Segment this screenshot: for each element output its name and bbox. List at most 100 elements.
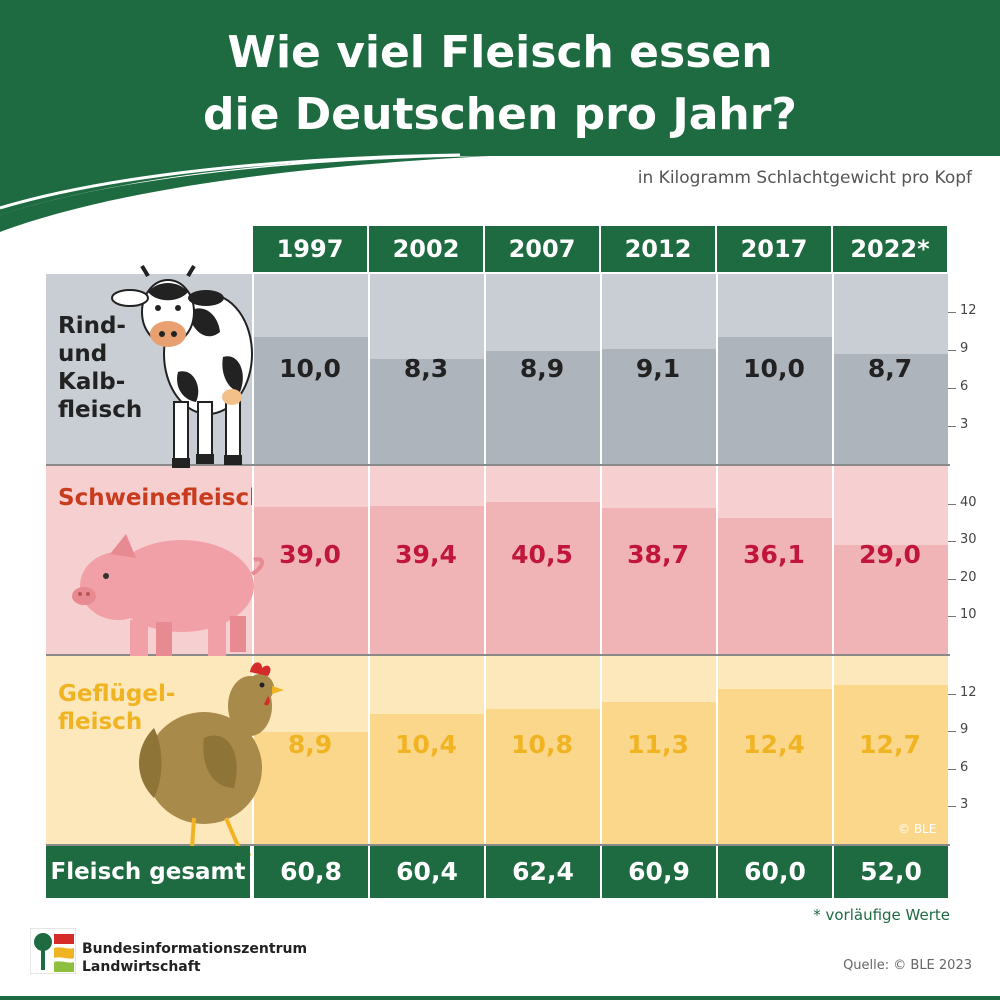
tick-label: 30 bbox=[960, 532, 977, 548]
panel-pork: Schweinefleisch 39,0 39,4 40,5 38,7 36,1 29,0 bbox=[46, 466, 950, 656]
org-name-line-1: Bundesinformationszentrum bbox=[82, 941, 308, 957]
tick-mark bbox=[948, 541, 956, 543]
tick-mark bbox=[948, 693, 956, 695]
bar-pork-3 bbox=[600, 508, 716, 654]
tick-label: 12 bbox=[960, 684, 977, 700]
panel-divider bbox=[46, 654, 950, 656]
bar-beef-3 bbox=[600, 348, 716, 464]
panel-divider bbox=[46, 464, 950, 466]
tick-mark bbox=[948, 503, 956, 505]
panel-label-line: Schweinefleisch bbox=[58, 485, 266, 511]
org-logo-block: Bundesinformationszentrum Landwirtschaft bbox=[29, 927, 307, 978]
total-value-2: 62,4 bbox=[486, 846, 600, 898]
tick-mark bbox=[948, 806, 956, 808]
tick-label: 20 bbox=[960, 569, 977, 585]
title-line-1: Wie viel Fleisch essen bbox=[227, 27, 773, 78]
bar-poultry-2 bbox=[484, 708, 600, 844]
chart-subtitle: in Kilogramm Schlachtgewicht pro Kopf bbox=[637, 168, 972, 188]
tick-label: 3 bbox=[960, 417, 969, 432]
bar-poultry-3 bbox=[600, 702, 716, 844]
total-value-5: 52,0 bbox=[834, 846, 948, 898]
panel-label-line: Geflügel- bbox=[58, 681, 176, 707]
value-label-poultry-4: 12,4 bbox=[743, 730, 805, 759]
org-logo-icon bbox=[29, 927, 77, 975]
value-label-beef-0: 10,0 bbox=[279, 354, 341, 383]
value-label-poultry-1: 10,4 bbox=[395, 730, 457, 759]
total-row: Fleisch gesamt 60,8 60,4 62,4 60,9 60,0 52,0 bbox=[46, 846, 950, 898]
value-label-poultry-5: 12,7 bbox=[859, 730, 921, 759]
value-label-pork-2: 40,5 bbox=[511, 540, 573, 569]
bar-poultry-5 bbox=[832, 684, 948, 844]
bar-beef-5 bbox=[832, 353, 948, 464]
value-label-beef-1: 8,3 bbox=[403, 354, 449, 383]
bar-beef-1 bbox=[368, 358, 484, 464]
tick-label: 12 bbox=[960, 303, 977, 318]
year-header-4: 2017 bbox=[717, 226, 831, 272]
footnote: * vorläufige Werte bbox=[813, 906, 950, 924]
bottom-border bbox=[0, 996, 1000, 1000]
panel-label-line: und bbox=[58, 341, 108, 367]
value-label-beef-3: 9,1 bbox=[635, 354, 681, 383]
value-label-pork-5: 29,0 bbox=[859, 540, 921, 569]
copyright-mark: © BLE bbox=[898, 822, 937, 836]
panel-label-poultry: Geflügel-fleisch bbox=[58, 680, 175, 736]
tick-mark bbox=[948, 731, 956, 733]
bar-beef-4 bbox=[716, 337, 832, 464]
source-note: Quelle: © BLE 2023 bbox=[843, 958, 972, 973]
panel-label-beef: Rind-und Kalb-fleisch bbox=[58, 312, 142, 424]
tick-label: 10 bbox=[960, 607, 977, 623]
panel-label-pork: Schweinefleisch bbox=[58, 484, 266, 512]
axis-beef: 3 6 9 12 bbox=[948, 274, 990, 464]
total-value-0: 60,8 bbox=[254, 846, 368, 898]
total-value-1: 60,4 bbox=[370, 846, 484, 898]
tick-mark bbox=[948, 388, 956, 389]
bar-pork-0 bbox=[252, 507, 368, 654]
panel-label-line: Rind- bbox=[58, 313, 126, 339]
chart-title: Wie viel Fleisch essen die Deutschen pro… bbox=[0, 22, 1000, 146]
org-name-line-2: Landwirtschaft bbox=[82, 959, 201, 975]
axis-pork: 10 20 30 40 bbox=[948, 466, 990, 654]
bar-poultry-1 bbox=[368, 713, 484, 844]
year-header-row: 1997 2002 2007 2012 2017 2022* bbox=[252, 226, 950, 272]
year-header-1: 2002 bbox=[369, 226, 483, 272]
cow-icon bbox=[111, 264, 253, 468]
total-value-4: 60,0 bbox=[718, 846, 832, 898]
panel-label-line: Kalb- bbox=[58, 369, 126, 395]
year-header-3: 2012 bbox=[601, 226, 715, 272]
bar-beef-2 bbox=[484, 351, 600, 464]
chicken-icon bbox=[139, 662, 284, 860]
value-label-beef-5: 8,7 bbox=[867, 354, 913, 383]
value-label-pork-3: 38,7 bbox=[627, 540, 689, 569]
total-value-3: 60,9 bbox=[602, 846, 716, 898]
value-label-beef-2: 8,9 bbox=[519, 354, 565, 383]
value-label-pork-1: 39,4 bbox=[395, 540, 457, 569]
tick-label: 3 bbox=[960, 797, 969, 813]
tick-mark bbox=[948, 312, 956, 313]
title-line-2: die Deutschen pro Jahr? bbox=[203, 89, 797, 140]
axis-poultry: 3 6 9 12 bbox=[948, 656, 990, 844]
tick-label: 6 bbox=[960, 379, 969, 394]
bar-pork-1 bbox=[368, 505, 484, 654]
panel-label-line: fleisch bbox=[58, 709, 143, 735]
bar-pork-2 bbox=[484, 501, 600, 654]
year-header-2: 2007 bbox=[485, 226, 599, 272]
total-label: Fleisch gesamt bbox=[46, 846, 250, 898]
year-header-0: 1997 bbox=[253, 226, 367, 272]
tick-mark bbox=[948, 768, 956, 770]
bar-pork-5 bbox=[832, 544, 948, 654]
panel-label-line: fleisch bbox=[58, 397, 143, 423]
tick-label: 9 bbox=[960, 341, 969, 356]
value-label-beef-4: 10,0 bbox=[743, 354, 805, 383]
value-label-poultry-3: 11,3 bbox=[627, 730, 689, 759]
value-label-poultry-0: 8,9 bbox=[287, 730, 333, 759]
bar-poultry-4 bbox=[716, 688, 832, 844]
header-background bbox=[0, 0, 1000, 232]
pig-icon bbox=[72, 534, 264, 656]
tick-label: 40 bbox=[960, 494, 977, 510]
value-label-pork-4: 36,1 bbox=[743, 540, 805, 569]
bar-beef-0 bbox=[252, 337, 368, 464]
value-label-poultry-2: 10,8 bbox=[511, 730, 573, 759]
year-header-5: 2022* bbox=[833, 226, 947, 272]
tick-mark bbox=[948, 578, 956, 580]
bar-pork-4 bbox=[716, 518, 832, 654]
